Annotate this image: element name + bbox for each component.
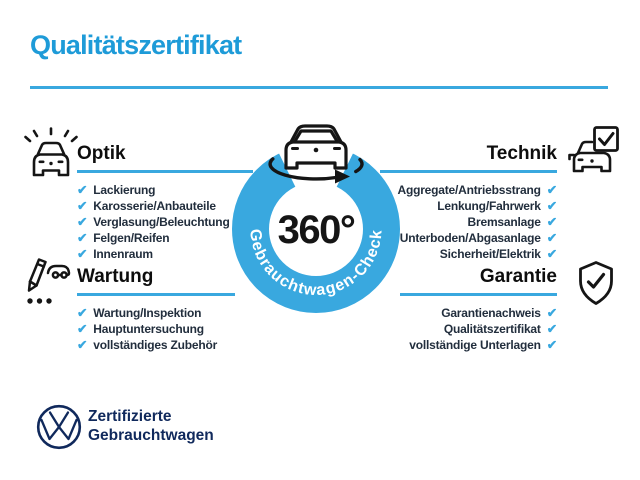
check-icon: ✔: [546, 247, 557, 261]
checklist-item: ✔ vollständiges Zubehör: [77, 337, 235, 353]
checklist-item: ✔ Hauptuntersuchung: [77, 321, 235, 337]
brand-line2: Gebrauchtwagen: [88, 427, 214, 444]
checklist-item: ✔ Verglasung/Beleuchtung: [77, 214, 253, 230]
service-checklist-icon: [24, 257, 72, 312]
check-icon: ✔: [77, 338, 88, 352]
check-icon: ✔: [546, 306, 557, 320]
checklist-item-label: Wartung/Inspektion: [93, 306, 202, 320]
check-icon: ✔: [546, 231, 557, 245]
checklist-item-label: Karosserie/Anbauteile: [93, 199, 216, 213]
degrees-label: 360°: [278, 208, 355, 252]
title-divider: [30, 86, 608, 89]
360-check-badge: Gebrauchtwagen-Check 360°: [225, 112, 415, 327]
checklist-item: ✔ Lackierung: [77, 182, 253, 198]
car-360-icon: [284, 124, 348, 170]
section-underline: [400, 293, 557, 296]
section-wartung: Wartung ✔ Wartung/Inspektion ✔ Hauptunte…: [77, 266, 235, 353]
section-underline: [77, 293, 235, 296]
section-garantie: Garantie Garantienachweis ✔ Qualitätszer…: [400, 266, 557, 353]
section-title-garantie: Garantie: [479, 266, 557, 287]
checklist-item-label: vollständige Unterlagen: [409, 338, 541, 352]
check-icon: ✔: [77, 322, 88, 336]
garantie-item-list: Garantienachweis ✔ Qualitätszertifikat ✔…: [400, 305, 557, 353]
checklist-item-label: vollständiges Zubehör: [93, 338, 218, 352]
checklist-item: Lenkung/Fahrwerk ✔: [380, 198, 557, 214]
check-icon: ✔: [77, 199, 88, 213]
checklist-item-label: Hauptuntersuchung: [93, 322, 204, 336]
checklist-item: Qualitätszertifikat ✔: [400, 321, 557, 337]
checklist-item-label: Verglasung/Beleuchtung: [93, 215, 230, 229]
section-underline: [77, 170, 253, 173]
section-title-wartung: Wartung: [77, 266, 154, 287]
checklist-item-label: Innenraum: [93, 247, 153, 261]
section-optik: Optik ✔ Lackierung ✔ Karosserie/Anbautei…: [77, 143, 253, 262]
check-icon: ✔: [546, 199, 557, 213]
rotation-arrow-icon: [268, 157, 364, 181]
check-icon: ✔: [546, 215, 557, 229]
page-title: Qualitätszertifikat: [30, 30, 242, 60]
check-icon: ✔: [77, 183, 88, 197]
checklist-item-label: Unterboden/Abgasanlage: [399, 231, 541, 245]
checklist-item-label: Bremsanlage: [467, 215, 541, 229]
checklist-item: ✔ Karosserie/Anbauteile: [77, 198, 253, 214]
car-shine-icon: [24, 127, 78, 186]
section-technik: Technik Aggregate/Antriebsstrang ✔ Lenku…: [380, 143, 557, 262]
checklist-item-label: Garantienachweis: [441, 306, 541, 320]
checklist-item: ✔ Wartung/Inspektion: [77, 305, 235, 321]
check-icon: ✔: [546, 338, 557, 352]
check-icon: ✔: [77, 231, 88, 245]
brand-line1: Zertifizierte: [88, 408, 172, 425]
checklist-item: Sicherheit/Elektrik ✔: [380, 246, 557, 262]
check-icon: ✔: [77, 215, 88, 229]
section-underline: [380, 170, 557, 173]
vw-logo-icon: [36, 404, 82, 455]
checklist-item: ✔ Innenraum: [77, 246, 253, 262]
brand-name: Zertifizierte Gebrauchtwagen: [88, 407, 214, 445]
section-title-technik: Technik: [486, 143, 557, 164]
check-icon: ✔: [77, 247, 88, 261]
check-icon: ✔: [77, 306, 88, 320]
check-icon: ✔: [546, 322, 557, 336]
checklist-item: Aggregate/Antriebsstrang ✔: [380, 182, 557, 198]
checklist-item: Unterboden/Abgasanlage ✔: [380, 230, 557, 246]
check-icon: ✔: [546, 183, 557, 197]
optik-item-list: ✔ Lackierung ✔ Karosserie/Anbauteile ✔ V…: [77, 182, 253, 262]
checklist-item-label: Felgen/Reifen: [93, 231, 170, 245]
checklist-item-label: Qualitätszertifikat: [443, 322, 541, 336]
checklist-item: Garantienachweis ✔: [400, 305, 557, 321]
wartung-item-list: ✔ Wartung/Inspektion ✔ Hauptuntersuchung…: [77, 305, 235, 353]
checklist-item-label: Aggregate/Antriebsstrang: [397, 183, 541, 197]
shield-check-icon: [576, 260, 616, 311]
checklist-item-label: Sicherheit/Elektrik: [439, 247, 541, 261]
checklist-item: Bremsanlage ✔: [380, 214, 558, 230]
checklist-item: ✔ Felgen/Reifen: [77, 230, 253, 246]
technik-item-list: Aggregate/Antriebsstrang ✔ Lenkung/Fahrw…: [380, 182, 557, 262]
checklist-item: vollständige Unterlagen ✔: [400, 337, 557, 353]
checklist-item-label: Lenkung/Fahrwerk: [437, 199, 541, 213]
section-title-optik: Optik: [77, 143, 126, 164]
checklist-item-label: Lackierung: [93, 183, 156, 197]
car-check-icon: [568, 126, 620, 181]
